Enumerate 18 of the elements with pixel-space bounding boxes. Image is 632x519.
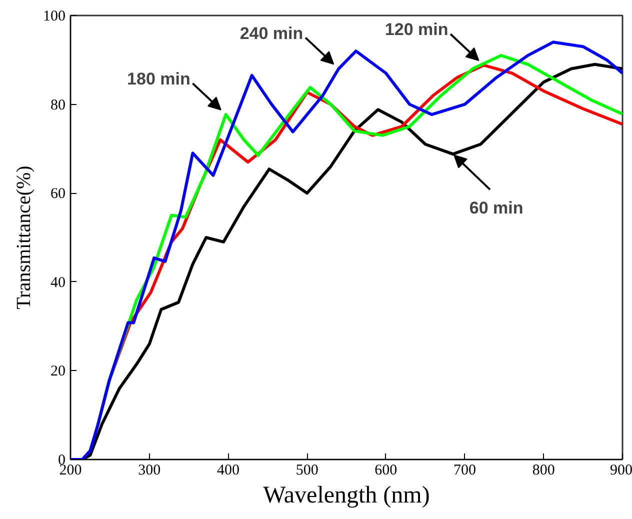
y-tick-label: 80 bbox=[50, 97, 66, 114]
x-tick-label: 700 bbox=[454, 462, 476, 478]
annotation: 120 min bbox=[384, 20, 448, 40]
x-tick-label: 500 bbox=[296, 462, 318, 478]
x-tick-label: 900 bbox=[610, 462, 632, 478]
annotation: 60 min bbox=[469, 198, 524, 218]
annotation: 240 min bbox=[240, 24, 304, 43]
y-tick-label: 20 bbox=[50, 364, 66, 380]
x-tick-label: 300 bbox=[138, 462, 161, 478]
annotation: 180 min bbox=[127, 69, 190, 88]
y-tick-label: 60 bbox=[50, 186, 66, 202]
x-axis-title: Wavelength (nm) bbox=[263, 482, 430, 508]
x-tick-label: 800 bbox=[532, 462, 555, 478]
x-tick-label: 600 bbox=[374, 462, 398, 478]
x-tick-label: 400 bbox=[216, 462, 240, 478]
y-tick-label: 100 bbox=[43, 8, 66, 24]
y-axis-title: Transmittance(%) bbox=[13, 166, 35, 310]
y-tick-label: 40 bbox=[50, 274, 66, 291]
